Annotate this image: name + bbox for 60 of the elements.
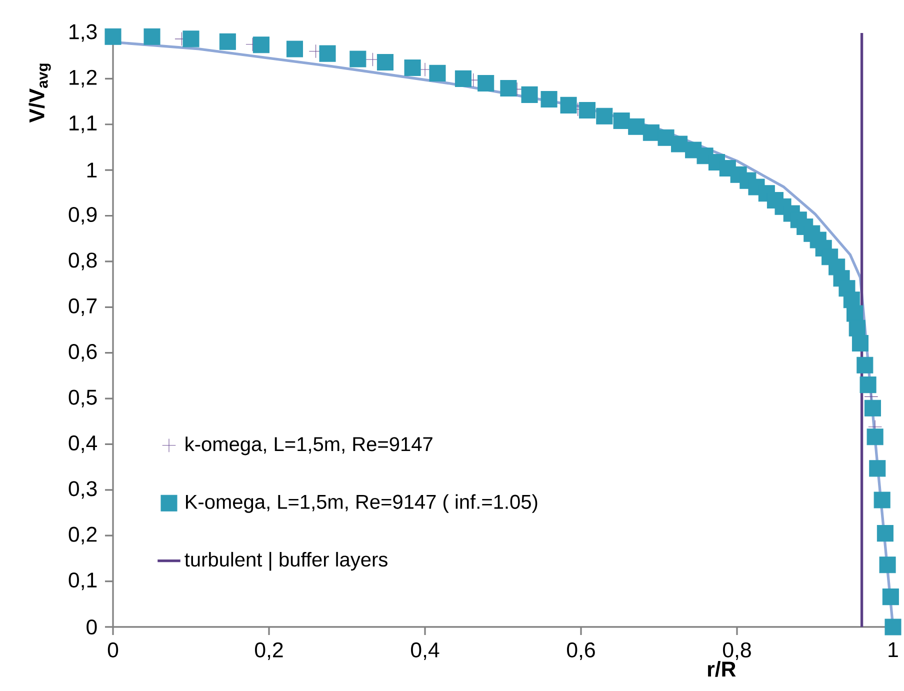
- point: [286, 40, 304, 58]
- point: [846, 305, 864, 322]
- x-tick-label: 0: [108, 642, 118, 658]
- legend-label: turbulent | buffer layers: [184, 552, 388, 571]
- point: [219, 33, 236, 50]
- y-axis-title: V/V$_{avg}$: [28, 64, 51, 123]
- y-tick-label: 0,2: [68, 526, 97, 544]
- point: [869, 460, 886, 477]
- point: [144, 28, 160, 45]
- point: [876, 525, 894, 542]
- x-tick-label: 0,2: [255, 642, 283, 660]
- y-tick-label: 0,7: [68, 298, 97, 316]
- y-tick-label: 0: [86, 619, 97, 635]
- x-axis-title: r/R: [708, 661, 736, 677]
- y-tick-label: 0,9: [68, 206, 97, 225]
- point: [500, 80, 517, 97]
- point: [350, 50, 366, 68]
- point: [182, 30, 200, 48]
- y-tick-label: 0,5: [68, 390, 97, 408]
- x-tick-label: 0,6: [567, 642, 595, 660]
- y-tick-label: 1: [87, 162, 97, 178]
- point: [252, 36, 270, 54]
- point: [454, 70, 472, 87]
- x-tick-label: 0,8: [723, 642, 751, 660]
- y-tick-label: 0,6: [68, 344, 97, 362]
- y-tick-label: 1,3: [70, 24, 97, 42]
- point: [884, 618, 902, 636]
- point: [874, 492, 890, 508]
- point: [628, 118, 645, 135]
- y-tick-label: 1,1: [70, 116, 97, 134]
- legend-label: K-omega, L=1,5m, Re=9147 ( inf.=1.05): [186, 494, 538, 513]
- point: [596, 108, 613, 124]
- point: [404, 59, 421, 76]
- point: [578, 102, 596, 118]
- point: [560, 96, 577, 114]
- point: [429, 64, 446, 82]
- y-tick-label: 1,2: [70, 70, 97, 88]
- point: [319, 45, 336, 62]
- point: [882, 588, 899, 606]
- point: [613, 112, 630, 129]
- point: [848, 320, 866, 336]
- point: [879, 556, 896, 574]
- x-tick-label: 1: [888, 642, 898, 658]
- point: [856, 356, 874, 374]
- point: [864, 400, 881, 416]
- point: [376, 54, 394, 70]
- point: [540, 90, 558, 108]
- point: [866, 428, 884, 446]
- y-tick-label: 0,1: [68, 572, 97, 590]
- point: [860, 376, 876, 394]
- point: [478, 74, 494, 92]
- point: [852, 334, 869, 352]
- point: [104, 28, 122, 45]
- y-tick-label: 0,8: [68, 252, 97, 270]
- legend-label: k-omega, L=1,5m, Re=9147: [186, 436, 432, 456]
- point: [642, 124, 660, 141]
- y-tick-label: 0,4: [68, 435, 97, 454]
- y-tick-label: 0,3: [68, 481, 97, 499]
- x-tick-label: 0,4: [411, 642, 440, 660]
- point: [521, 86, 538, 103]
